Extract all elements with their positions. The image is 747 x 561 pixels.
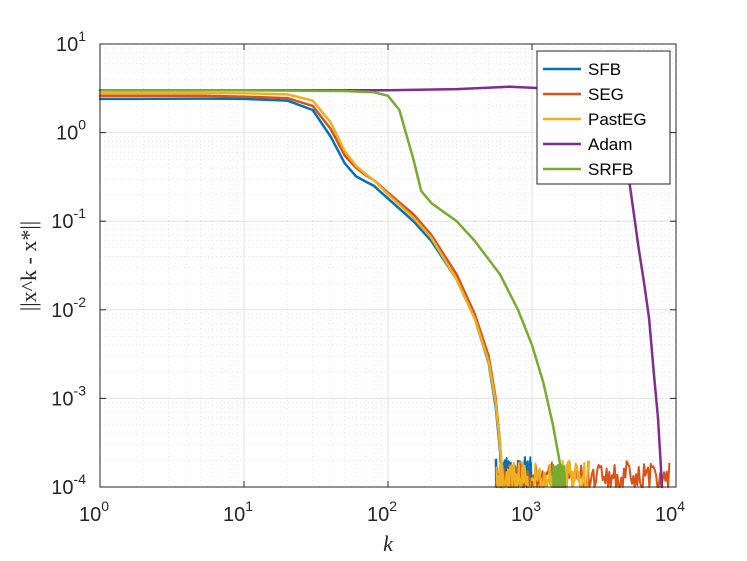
series-line-srfb [98,89,567,489]
y-tick-label: 101 [56,28,86,56]
x-tick-label: 103 [511,498,541,526]
y-tick-label: 10-4 [51,471,86,499]
series-noise-pasteg [495,459,591,488]
y-tick-label: 10-3 [51,382,86,410]
y-axis-label: ||x^k - x*|| [16,221,41,311]
y-tick-labels: 10-4 10-3 10-2 10-1 100 101 [51,28,86,499]
ticks-layer [99,43,677,488]
x-tick-label: 102 [367,498,397,526]
legend-label-pasteg: PastEG [588,110,647,129]
y-tick-label: 10-2 [51,294,86,322]
legend-label-sfb: SFB [588,60,621,79]
x-tick-label: 101 [223,498,253,526]
y-tick-label: 100 [56,117,86,145]
x-tick-label: 100 [79,498,109,526]
legend-label-adam: Adam [588,135,632,154]
x-axis-label: k [383,531,394,556]
y-tick-label: 10-1 [51,205,86,233]
series-line-pasteg [98,91,506,489]
x-tick-label: 104 [655,498,685,526]
legend-box [536,50,671,185]
legend: SFB SEG PastEG Adam SRFB [536,50,671,185]
legend-label-srfb: SRFB [588,160,633,179]
legend-label-seg: SEG [588,85,624,104]
x-tick-labels: 100 101 102 103 104 [79,498,685,526]
